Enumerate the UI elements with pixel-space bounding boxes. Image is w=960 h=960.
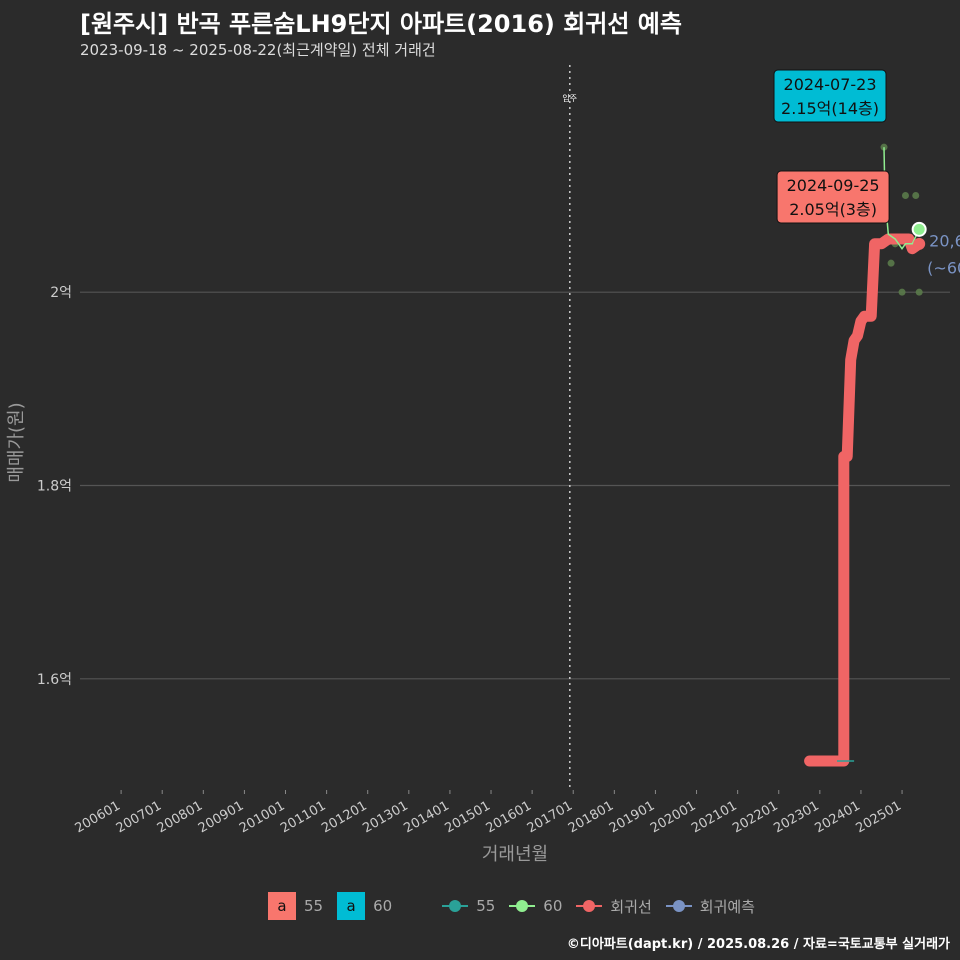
x-tick-label-9: 201501: [443, 798, 493, 836]
x-tick-label-10: 201601: [484, 798, 534, 836]
x-tick-label-17: 202301: [771, 798, 821, 836]
annotation-price-1: 2.05억(3층): [789, 200, 877, 219]
scatter-point-4: [915, 288, 923, 296]
prediction-area: (~60㎡): [927, 258, 960, 277]
legend-swatch-55: a: [268, 892, 296, 920]
x-tick-label-5: 201101: [278, 798, 328, 836]
x-tick-label-18: 202401: [812, 798, 862, 836]
scatter-point-1: [901, 192, 909, 199]
series-line-regression: [804, 233, 925, 767]
prediction-value: 20,667: [929, 231, 960, 250]
legend-line-label-55: 55: [476, 897, 496, 915]
legend-line-icon-prediction: [665, 898, 692, 914]
footer-credit: ©디아파트(dapt.kr) / 2025.08.26 / 자료=국토교통부 실…: [566, 937, 950, 952]
scatter-point-3: [898, 288, 906, 296]
legend-line-label-60: 60: [543, 897, 563, 915]
chart-subtitle: 2023-09-18 ~ 2025-08-22(최근계약일) 전체 거래건: [80, 41, 436, 59]
y-axis-title: 매매가(원): [6, 402, 27, 482]
x-tick-label-6: 201201: [319, 798, 369, 836]
regression-end-point: [913, 237, 926, 250]
move-in-label: 입주: [562, 94, 577, 103]
x-tick-label-1: 200701: [114, 798, 164, 836]
x-tick-label-15: 202101: [689, 798, 739, 836]
x-tick-label-0: 200601: [73, 798, 123, 836]
chart-title: [원주시] 반곡 푸른숨LH9단지 아파트(2016) 회귀선 예측: [80, 10, 682, 38]
scatter-point-0: [880, 143, 888, 151]
x-tick-label-7: 201301: [360, 798, 410, 836]
legend-line-icon-55: [442, 898, 469, 914]
series-60-end-point: [911, 221, 927, 237]
annotation-price-0: 2.15억(14층): [781, 99, 879, 118]
annotation-box-0: [773, 69, 887, 123]
scatter-point-2: [912, 192, 920, 199]
x-axis-title: 거래년월: [482, 844, 548, 865]
legend-line-label-regression: 회귀선: [610, 897, 652, 916]
annotation-box-1: [776, 170, 890, 224]
x-tick-label-12: 201801: [566, 798, 616, 836]
scatter-point-5: [887, 259, 895, 267]
y-tick-label-1: 1.8억: [37, 479, 72, 495]
x-tick-label-8: 201401: [401, 798, 451, 836]
x-tick-label-16: 202201: [730, 798, 780, 836]
x-tick-label-11: 201701: [525, 798, 575, 836]
legend-line-icon-regression: [576, 898, 603, 914]
legend-line-label-prediction: 회귀예측: [699, 897, 755, 916]
legend-line-icon-60: [509, 898, 536, 914]
annotation-date-1: 2024-09-25: [787, 176, 880, 195]
legend-label-55: 55: [304, 897, 324, 915]
x-tick-label-13: 201901: [607, 798, 657, 836]
annotation-date-0: 2024-07-23: [784, 75, 877, 94]
x-tick-label-19: 202501: [854, 798, 904, 836]
y-tick-label-2: 2억: [50, 285, 72, 301]
x-tick-label-2: 200801: [155, 798, 205, 836]
x-tick-label-14: 202001: [648, 798, 698, 836]
y-tick-label-0: 1.6억: [37, 672, 72, 688]
x-tick-label-4: 201001: [237, 798, 287, 836]
legend: a 55 a 60 55 60 회귀선 회귀예측: [268, 892, 769, 920]
legend-label-60: 60: [373, 897, 393, 915]
x-tick-label-3: 200901: [196, 798, 246, 836]
legend-swatch-60: a: [337, 892, 366, 920]
